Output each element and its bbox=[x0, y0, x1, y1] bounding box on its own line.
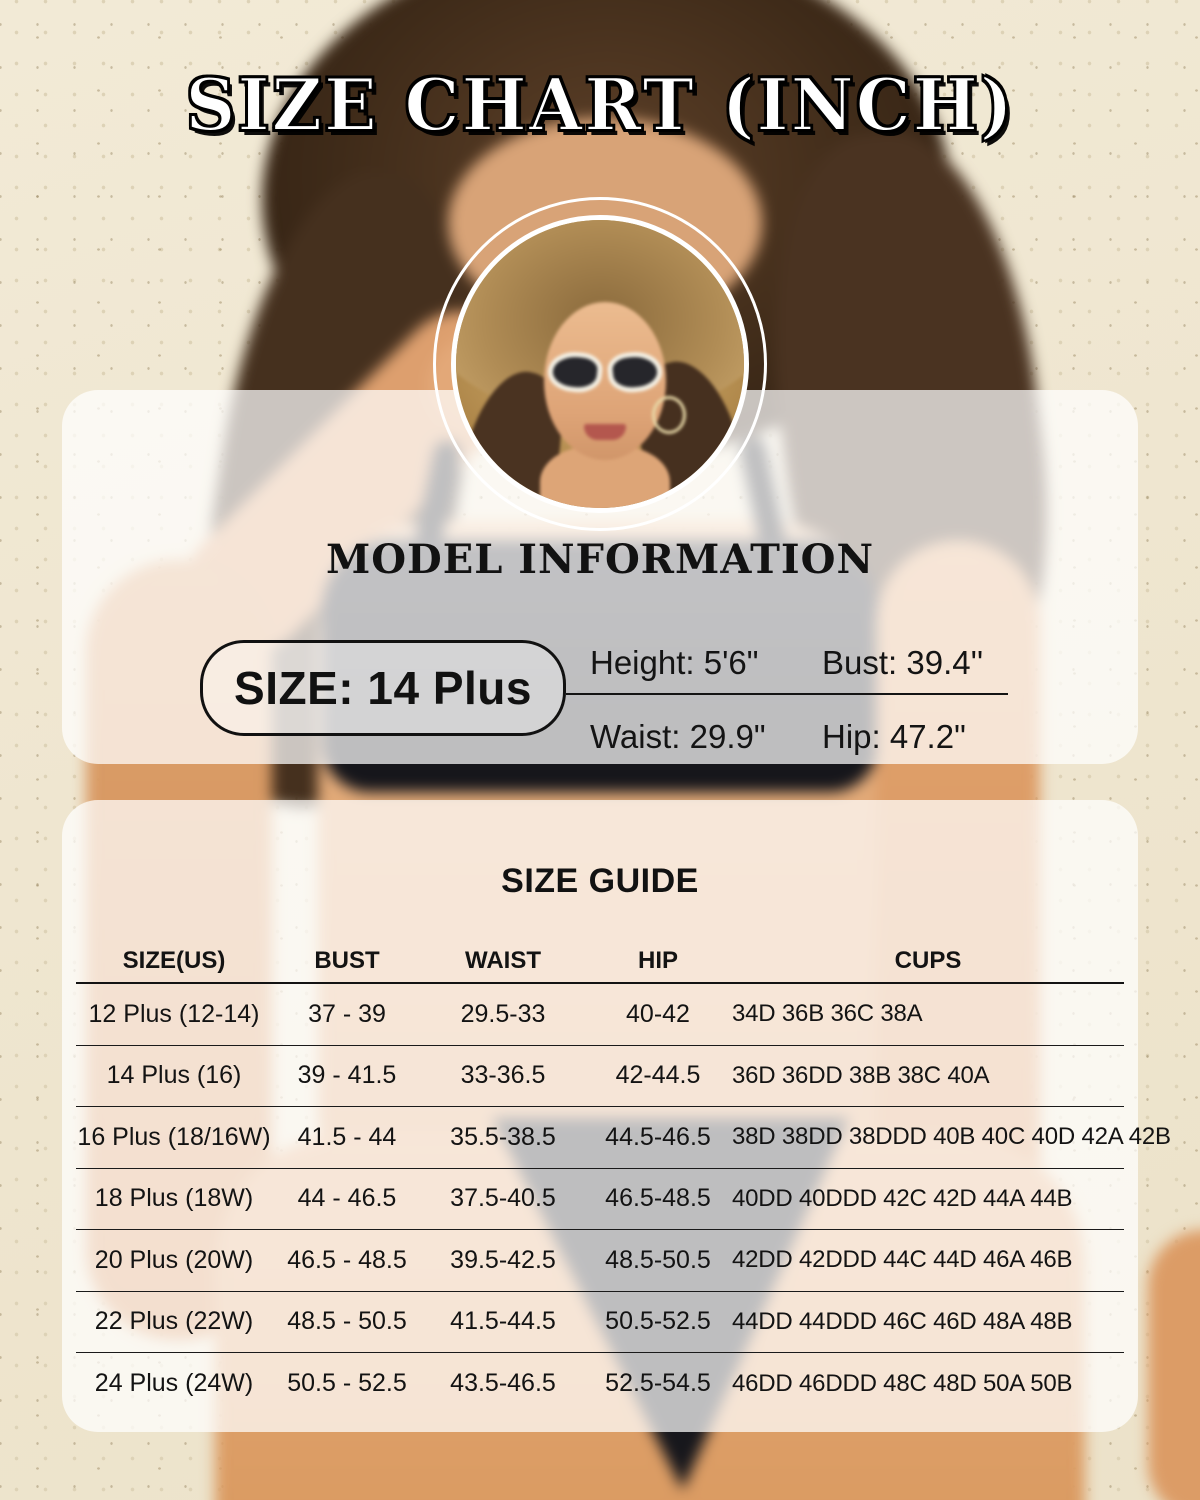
cell-waist: 39.5-42.5 bbox=[450, 1245, 556, 1274]
cell-bust: 46.5 - 48.5 bbox=[287, 1245, 407, 1274]
cell-waist: 43.5-46.5 bbox=[450, 1369, 556, 1398]
table-row: 14 Plus (16) 39 - 41.5 33-36.5 42-44.5 3… bbox=[76, 1046, 1124, 1107]
model-info-heading: MODEL INFORMATION bbox=[325, 536, 875, 583]
cell-waist: 29.5-33 bbox=[460, 999, 546, 1028]
table-row: 12 Plus (12-14) 37 - 39 29.5-33 40-42 34… bbox=[76, 984, 1124, 1046]
cell-bust: 48.5 - 50.5 bbox=[287, 1307, 407, 1336]
column-header-bust: BUST bbox=[314, 947, 380, 974]
cell-waist: 35.5-38.5 bbox=[450, 1122, 556, 1151]
cell-cups: 46DD 46DDD 48C 48D 50A 50B bbox=[732, 1369, 1073, 1397]
measurements-divider bbox=[566, 693, 1008, 695]
cell-hip: 48.5-50.5 bbox=[605, 1245, 711, 1274]
cell-size: 12 Plus (12-14) bbox=[88, 999, 260, 1028]
hoop-earring bbox=[652, 396, 686, 434]
portrait-outer-ring bbox=[433, 197, 767, 531]
cell-cups: 42DD 42DDD 44C 44D 46A 46B bbox=[732, 1246, 1073, 1274]
cell-waist: 41.5-44.5 bbox=[450, 1307, 556, 1336]
model-hip: Hip: 47.2" bbox=[822, 718, 966, 755]
cell-cups: 38D 38DD 38DDD 40B 40C 40D 42A 42B bbox=[732, 1123, 1171, 1151]
cell-cups: 34D 36B 36C 38A bbox=[732, 1000, 923, 1028]
cell-size: 18 Plus (18W) bbox=[94, 1184, 254, 1213]
size-guide-table: SIZE(US) BUST WAIST HIP CUPS 12 Plus (12… bbox=[76, 940, 1171, 1415]
page-title: SIZE CHART (INCH) bbox=[185, 61, 1015, 148]
size-badge-label: SIZE: 14 Plus bbox=[234, 662, 532, 714]
cell-hip: 44.5-46.5 bbox=[605, 1122, 711, 1151]
model-right-hand bbox=[1148, 1230, 1200, 1500]
table-row: 24 Plus (24W) 50.5 - 52.5 43.5-46.5 52.5… bbox=[76, 1353, 1124, 1415]
cell-size: 20 Plus (20W) bbox=[94, 1245, 254, 1274]
cell-waist: 33-36.5 bbox=[460, 1061, 546, 1090]
cell-bust: 44 - 46.5 bbox=[297, 1184, 397, 1213]
model-height: Height: 5'6" bbox=[590, 644, 759, 681]
cell-size: 14 Plus (16) bbox=[106, 1061, 242, 1090]
model-waist: Waist: 29.9" bbox=[590, 718, 766, 755]
cell-size: 16 Plus (18/16W) bbox=[77, 1122, 271, 1151]
table-row: 20 Plus (20W) 46.5 - 48.5 39.5-42.5 48.5… bbox=[76, 1230, 1124, 1292]
column-header-cups: CUPS bbox=[894, 947, 962, 974]
cell-hip: 46.5-48.5 bbox=[605, 1184, 711, 1213]
cell-hip: 40-42 bbox=[626, 999, 690, 1028]
table-row: 16 Plus (18/16W) 41.5 - 44 35.5-38.5 44.… bbox=[76, 1107, 1171, 1169]
cell-hip: 50.5-52.5 bbox=[605, 1307, 711, 1336]
column-header-waist: WAIST bbox=[465, 947, 541, 974]
cell-bust: 37 - 39 bbox=[308, 999, 386, 1028]
cell-hip: 52.5-54.5 bbox=[605, 1369, 711, 1398]
size-guide-panel: SIZE GUIDE SIZE(US) BUST WAIST HIP CUPS … bbox=[62, 800, 1171, 1432]
cell-cups: 40DD 40DDD 42C 42D 44A 44B bbox=[732, 1184, 1073, 1212]
cell-size: 22 Plus (22W) bbox=[94, 1307, 254, 1336]
cell-cups: 36D 36DD 38B 38C 40A bbox=[732, 1061, 990, 1089]
column-header-hip: HIP bbox=[637, 947, 678, 974]
cell-bust: 50.5 - 52.5 bbox=[287, 1369, 407, 1398]
cell-bust: 39 - 41.5 bbox=[297, 1061, 397, 1090]
size-badge: SIZE: 14 Plus bbox=[200, 640, 566, 736]
model-measurements: Height: 5'6" Bust: 39.4'' Waist: 29.9" H… bbox=[590, 626, 983, 774]
column-header-size: SIZE(US) bbox=[122, 947, 226, 974]
cell-hip: 42-44.5 bbox=[615, 1061, 701, 1090]
size-guide-heading: SIZE GUIDE bbox=[501, 862, 699, 900]
cell-size: 24 Plus (24W) bbox=[94, 1369, 254, 1398]
table-row: 18 Plus (18W) 44 - 46.5 37.5-40.5 46.5-4… bbox=[76, 1169, 1124, 1230]
model-portrait-circle bbox=[451, 215, 749, 513]
cell-waist: 37.5-40.5 bbox=[450, 1184, 556, 1213]
table-header-row: SIZE(US) BUST WAIST HIP CUPS bbox=[76, 940, 1124, 984]
model-info-panel: MODEL INFORMATION SIZE: 14 Plus Height: … bbox=[62, 390, 1138, 764]
model-bust: Bust: 39.4'' bbox=[822, 644, 984, 681]
table-row: 22 Plus (22W) 48.5 - 50.5 41.5-44.5 50.5… bbox=[76, 1292, 1124, 1353]
portrait-photo bbox=[456, 220, 744, 508]
cell-bust: 41.5 - 44 bbox=[297, 1122, 397, 1151]
cell-cups: 44DD 44DDD 46C 46D 48A 48B bbox=[732, 1307, 1073, 1335]
portrait-smile bbox=[584, 424, 626, 440]
